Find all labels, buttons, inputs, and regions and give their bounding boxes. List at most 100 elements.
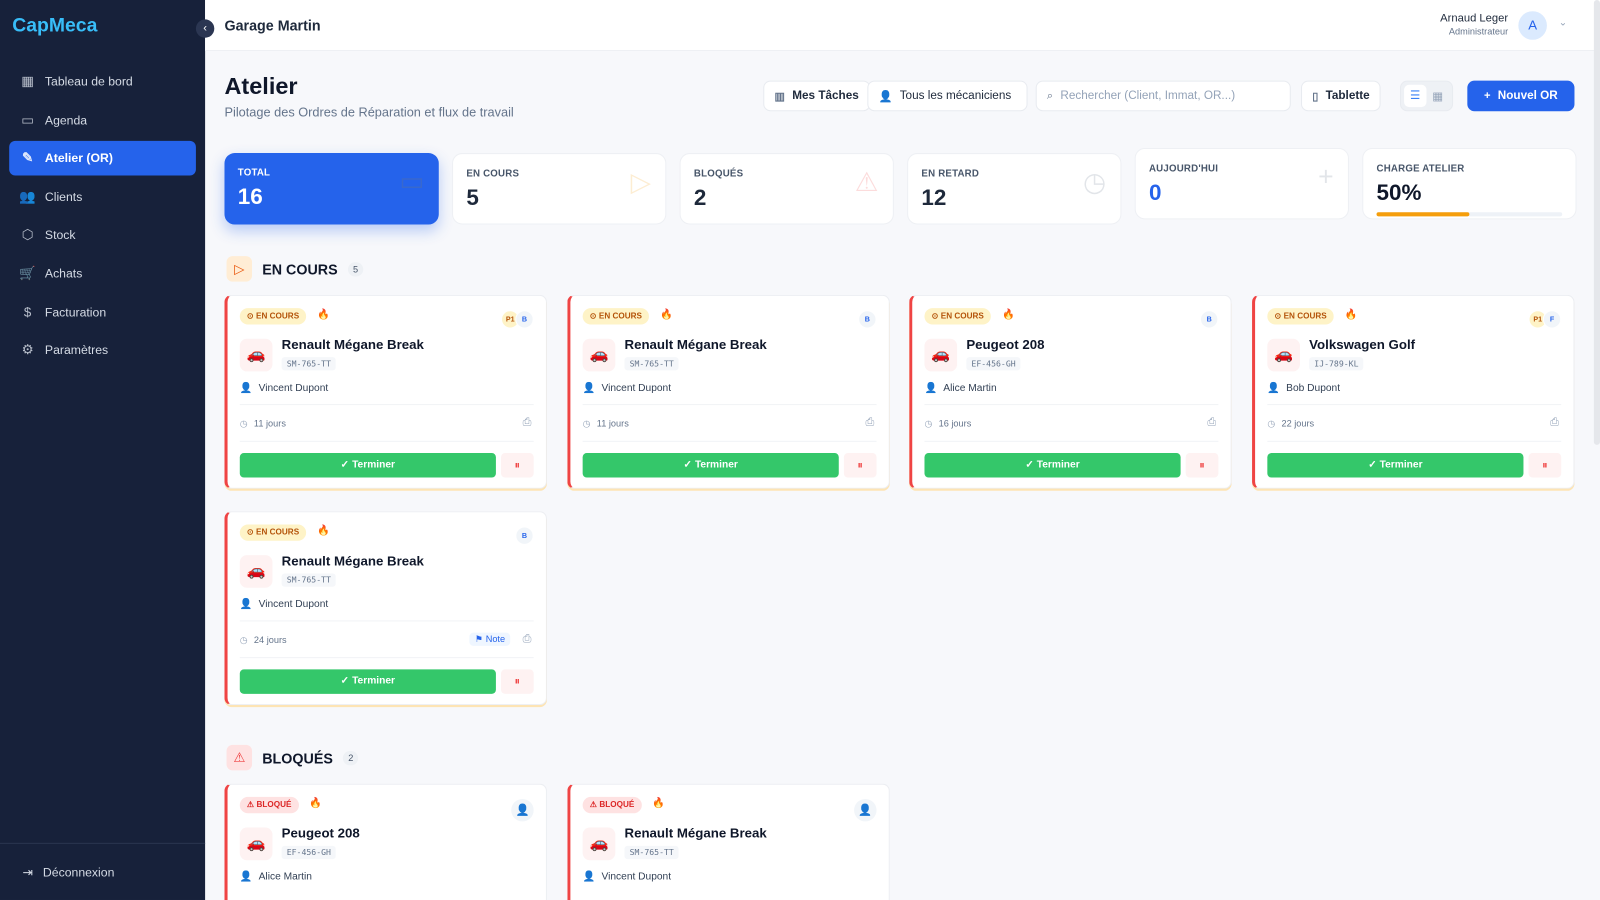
stat-card-3[interactable]: EN RETARD 12 ◷ — [907, 153, 1122, 225]
elapsed-days: ◷ 11 jours — [240, 418, 286, 429]
stat-card-2[interactable]: BLOQUÉS 2 ⚠ — [679, 153, 894, 225]
note-button[interactable]: ⚑ Note — [469, 632, 511, 646]
client-name: 👤 Vincent Dupont — [583, 871, 671, 882]
mechanic-filter-value: Tous les mécaniciens — [899, 89, 1012, 103]
repair-order-card[interactable]: ⚠ BLOQUÉ 🔥 👤 🚗 Renault Mégane Break SM-7… — [567, 783, 890, 900]
status-label: BLOQUÉ — [256, 799, 292, 810]
finish-label: Terminer — [1379, 459, 1423, 471]
assignee-tags: P1 F — [1528, 310, 1562, 329]
print-icon[interactable]: ⎙ — [522, 416, 532, 429]
finish-button[interactable]: ✓ Terminer — [582, 453, 839, 478]
user-icon: 👤 — [582, 382, 596, 394]
print-icon[interactable]: ⎙ — [1550, 416, 1560, 429]
vehicle-name: Peugeot 208 — [281, 825, 360, 841]
stat-card-5[interactable]: CHARGE ATELIER 50% — [1362, 147, 1577, 220]
stat-value: 5 — [466, 184, 479, 211]
print-icon[interactable]: ⎙ — [1207, 416, 1217, 429]
stat-value: 16 — [237, 183, 263, 210]
stat-card-4[interactable]: AUJOURD'HUI 0 + — [1134, 147, 1349, 220]
play-icon: ⊙ — [931, 311, 941, 321]
days-label: 24 jours — [253, 634, 287, 645]
pause-button[interactable]: ⏸ — [843, 453, 877, 478]
repair-order-card[interactable]: ⊙ EN COURS 🔥 B 🚗 Renault Mégane Break SM… — [224, 511, 547, 706]
sidebar-item-2[interactable]: ✎ Atelier (OR) — [9, 141, 196, 176]
avatar[interactable]: A — [1518, 11, 1547, 40]
divider — [582, 404, 877, 406]
finish-button[interactable]: ✓ Terminer — [924, 453, 1181, 478]
repair-order-card[interactable]: ⚠ BLOQUÉ 🔥 👤 🚗 Peugeot 208 EF-456-GH 👤 Al… — [224, 783, 547, 900]
stat-card-0[interactable]: TOTAL 16 ▭ — [224, 153, 439, 225]
divider — [1267, 404, 1562, 406]
sidebar-item-label: Clients — [44, 189, 83, 204]
sidebar-item-4[interactable]: ⬡ Stock — [9, 218, 196, 253]
stat-label: BLOQUÉS — [693, 168, 744, 180]
assign-user-icon[interactable]: 👤 — [854, 798, 877, 822]
users-icon: 👥 — [19, 188, 36, 204]
section-title: BLOQUÉS — [262, 749, 333, 766]
chevron-down-icon[interactable]: ⌄ — [1558, 17, 1568, 29]
page-title: Atelier — [224, 72, 298, 99]
car-icon: 🚗 — [239, 827, 273, 861]
new-or-button[interactable]: + Nouvel OR — [1467, 80, 1575, 112]
sidebar-item-5[interactable]: 🛒 Achats — [9, 256, 196, 291]
user-info[interactable]: Arnaud Leger Administrateur — [1440, 12, 1508, 36]
repair-order-card[interactable]: ⊙ EN COURS 🔥 P1 F 🚗 Volkswagen Golf IJ-78… — [1252, 294, 1575, 489]
list-view-icon[interactable]: ☰ — [1404, 84, 1427, 108]
repair-order-card[interactable]: ⊙ EN COURS 🔥 B 🚗 Peugeot 208 EF-456-GH 👤… — [909, 294, 1232, 489]
tablet-mode-button[interactable]: ▯ Tablette — [1301, 80, 1381, 112]
finish-button[interactable]: ✓ Terminer — [239, 669, 496, 694]
vehicle-name: Renault Mégane Break — [281, 553, 424, 569]
client-label: Vincent Dupont — [258, 382, 329, 394]
app-logo[interactable]: CapMeca — [12, 15, 98, 37]
grid-view-icon[interactable]: ▦ — [1432, 90, 1444, 104]
client-label: Bob Dupont — [1286, 382, 1341, 394]
stat-card-1[interactable]: EN COURS 5 ▷ — [452, 153, 667, 225]
assignee-tags: P1 B — [501, 310, 534, 329]
status-badge: ⊙ EN COURS — [239, 308, 307, 325]
user-name: Arnaud Leger — [1440, 12, 1509, 25]
mechanic-filter-select[interactable]: 👤 Tous les mécaniciens — [867, 80, 1028, 112]
pause-button[interactable]: ⏸ — [1528, 453, 1562, 478]
archive-icon: ▭ — [399, 165, 425, 196]
sidebar-item-1[interactable]: ▭ Agenda — [9, 103, 196, 138]
vehicle-name: Renault Mégane Break — [281, 336, 424, 353]
section-count: 5 — [347, 261, 364, 277]
sidebar-item-0[interactable]: ▦ Tableau de bord — [9, 64, 196, 99]
print-icon[interactable]: ⎙ — [522, 632, 532, 645]
repair-order-card[interactable]: ⊙ EN COURS 🔥 B 🚗 Renault Mégane Break SM… — [567, 294, 890, 489]
client-label: Vincent Dupont — [258, 598, 329, 611]
priority-flame-icon: 🔥 — [317, 525, 331, 537]
priority-flame-icon: 🔥 — [1344, 309, 1358, 321]
pause-button[interactable]: ⏸ — [501, 453, 534, 478]
sidebar-item-label: Agenda — [44, 112, 88, 128]
finish-button[interactable]: ✓ Terminer — [1267, 453, 1524, 478]
clock-icon: ◷ — [1082, 166, 1107, 197]
elapsed-days: ◷ 22 jours — [1267, 418, 1314, 429]
search-input[interactable]: ⌕ Rechercher (Client, Immat, OR...) — [1035, 80, 1291, 112]
logout-button[interactable]: ⇥ Déconnexion — [0, 842, 206, 900]
scrollbar[interactable] — [1593, 0, 1600, 445]
pause-button[interactable]: ⏸ — [1185, 453, 1219, 478]
sidebar-item-7[interactable]: ⚙ Paramètres — [9, 333, 196, 368]
new-or-label: Nouvel OR — [1497, 89, 1558, 103]
print-icon[interactable]: ⎙ — [865, 416, 875, 429]
elapsed-days: ◷ 11 jours — [583, 418, 629, 429]
vehicle-name: Peugeot 208 — [966, 336, 1045, 353]
finish-button[interactable]: ✓ Terminer — [239, 453, 496, 478]
sidebar-item-6[interactable]: $ Facturation — [9, 294, 196, 329]
license-plate: SM-765-TT — [281, 573, 337, 587]
pause-button[interactable]: ⏸ — [501, 669, 534, 694]
priority-flame-icon: 🔥 — [309, 797, 322, 810]
license-plate: IJ-789-KL — [1309, 357, 1364, 371]
assign-user-icon[interactable]: 👤 — [511, 798, 534, 822]
search-placeholder: Rechercher (Client, Immat, OR...) — [1060, 89, 1236, 103]
my-tasks-button[interactable]: ▥ Mes Tâches — [763, 80, 871, 112]
view-toggle: ☰ ▦ — [1399, 80, 1454, 112]
assignee-tags: B — [1199, 310, 1219, 329]
gear-icon: ⚙ — [21, 341, 34, 358]
repair-order-card[interactable]: ⊙ EN COURS 🔥 P1 B 🚗 Renault Mégane Break … — [224, 294, 547, 489]
search-icon: ⌕ — [1046, 89, 1054, 102]
sidebar-item-3[interactable]: 👥 Clients — [9, 179, 196, 214]
clock-icon: ◷ — [1267, 418, 1276, 429]
collapse-sidebar-button[interactable]: ‹ — [195, 19, 215, 38]
